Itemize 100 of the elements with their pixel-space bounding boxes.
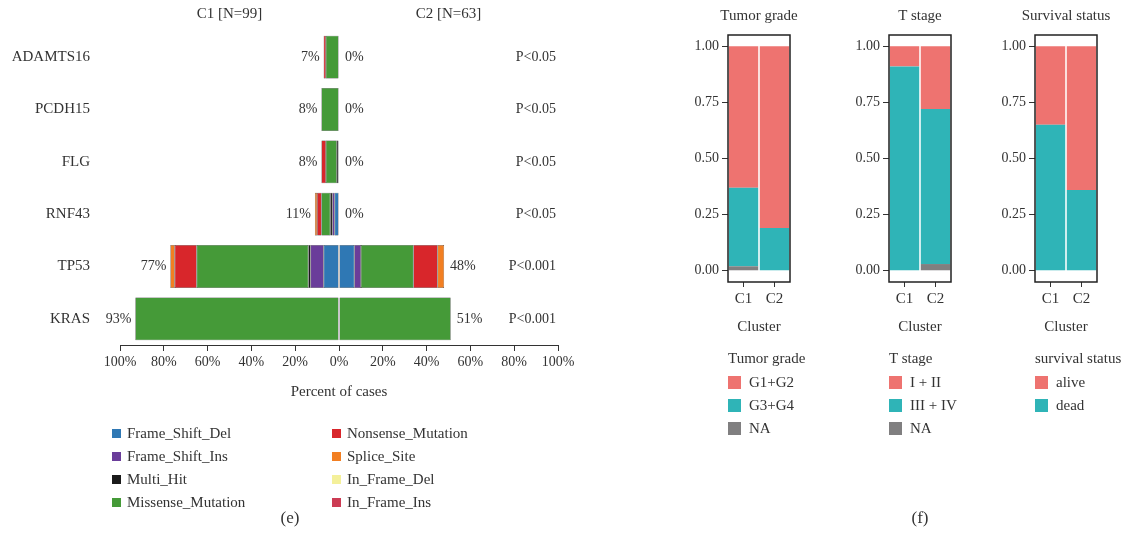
annotation: 8% — [298, 101, 318, 117]
y-tick-label: 0.75 — [1001, 94, 1026, 110]
legend-label: In_Frame_Del — [347, 471, 435, 488]
x-tick-label: 100% — [103, 354, 137, 370]
annotation: 8% — [298, 153, 318, 169]
y-tick-label: 1.00 — [1001, 37, 1026, 53]
annotation: P<0.001 — [508, 258, 556, 274]
legend-label: Splice_Site — [347, 448, 416, 465]
annotation: P<0.05 — [515, 205, 556, 221]
legend-label: G3+G4 — [749, 397, 795, 414]
x-tick-label: 80% — [501, 354, 528, 370]
legend-label: G1+G2 — [749, 374, 795, 391]
x-axis-title: Percent of cases — [290, 382, 388, 399]
chart-title: T stage — [898, 6, 943, 23]
bar — [728, 187, 759, 267]
bar — [1066, 46, 1097, 190]
annotation: 0% — [345, 205, 364, 221]
legend-label: I + II — [910, 374, 941, 391]
x-tick-label: C1 — [734, 289, 753, 306]
legend-label: Multi_Hit — [127, 471, 188, 488]
x-axis-title: Cluster — [1044, 317, 1088, 334]
x-tick-label: C2 — [1072, 289, 1091, 306]
x-tick-label: C2 — [926, 289, 945, 306]
y-tick-label: 0.75 — [694, 94, 719, 110]
bar — [728, 46, 759, 188]
bar — [920, 46, 951, 110]
bar — [920, 109, 951, 265]
x-tick-label: 100% — [541, 354, 575, 370]
x-tick-label: 40% — [238, 354, 265, 370]
annotation: P<0.05 — [515, 101, 556, 117]
bar — [759, 228, 790, 271]
annotation: P<0.05 — [515, 153, 556, 169]
bar — [889, 66, 920, 271]
annotation: 0% — [345, 48, 364, 64]
annotation: 51% — [456, 310, 483, 326]
x-axis-title: Cluster — [898, 317, 942, 334]
bar — [1035, 46, 1066, 125]
y-tick-label: 0.00 — [855, 262, 880, 278]
y-tick-label: 0.50 — [855, 150, 880, 166]
text: (e) — [280, 508, 300, 527]
bar — [889, 46, 920, 67]
annotation: 7% — [301, 48, 320, 64]
x-tick-label: 20% — [369, 354, 396, 370]
legend-label: Missense_Mutation — [127, 494, 246, 511]
y-tick-label: 0.00 — [694, 262, 719, 278]
annotation: P<0.001 — [508, 310, 556, 326]
legend-label: Nonsense_Mutation — [347, 425, 468, 442]
x-tick-label: 80% — [150, 354, 177, 370]
legend-label: In_Frame_Ins — [347, 494, 432, 511]
y-tick-label: 0.25 — [694, 206, 719, 222]
chart-title: Tumor grade — [720, 6, 799, 23]
x-tick-label: C1 — [1041, 289, 1060, 306]
legend-title: Tumor grade — [728, 350, 807, 367]
bar — [759, 46, 790, 229]
x-tick-label: 40% — [413, 354, 440, 370]
legend-label: Frame_Shift_Ins — [127, 448, 228, 465]
x-tick-label: 20% — [282, 354, 309, 370]
bar — [1066, 189, 1097, 271]
legend-label: NA — [910, 420, 932, 437]
annotation: 93% — [105, 310, 132, 326]
legend-title: T stage — [889, 350, 934, 367]
y-tick-label: PCDH15 — [34, 100, 90, 117]
bar — [1035, 124, 1066, 271]
legend-label: NA — [749, 420, 771, 437]
y-tick-label: TP53 — [57, 257, 90, 274]
legend-label: dead — [1056, 397, 1085, 414]
chart-title: Survival status — [1021, 6, 1111, 23]
x-tick-label: 60% — [194, 354, 221, 370]
annotation: 48% — [450, 258, 477, 274]
y-tick-label: 0.50 — [694, 150, 719, 166]
y-tick-label: 1.00 — [694, 37, 719, 53]
y-tick-label: 0.25 — [1001, 206, 1026, 222]
annotation: 0% — [345, 101, 364, 117]
y-tick-label: RNF43 — [45, 205, 90, 222]
x-axis-title: Cluster — [737, 317, 781, 334]
x-tick-label: 0% — [329, 354, 349, 370]
y-tick-label: ADAMTS16 — [11, 48, 91, 65]
legend-label: alive — [1056, 374, 1086, 391]
x-tick-label: C2 — [765, 289, 784, 306]
y-tick-label: 0.00 — [1001, 262, 1026, 278]
text: (f) — [910, 508, 930, 528]
bar — [920, 264, 951, 271]
x-tick-label: C1 — [895, 289, 914, 306]
y-tick-label: FLG — [61, 152, 91, 169]
annotation: 11% — [285, 205, 312, 221]
text: C1 [N=99] — [196, 4, 263, 21]
y-tick-label: 0.50 — [1001, 150, 1026, 166]
annotation: P<0.05 — [515, 48, 556, 64]
legend-label: III + IV — [910, 397, 957, 414]
legend-label: Frame_Shift_Del — [127, 425, 232, 442]
annotation: 0% — [345, 153, 364, 169]
y-tick-label: 1.00 — [855, 37, 880, 53]
y-tick-label: KRAS — [49, 309, 90, 326]
y-tick-label: 0.25 — [855, 206, 880, 222]
annotation: 77% — [140, 258, 167, 274]
text: C2 [N=63] — [415, 4, 482, 21]
x-tick-label: 60% — [457, 354, 484, 370]
y-tick-label: 0.75 — [855, 94, 880, 110]
bar — [728, 266, 759, 271]
legend-title: survival status — [1035, 350, 1123, 367]
